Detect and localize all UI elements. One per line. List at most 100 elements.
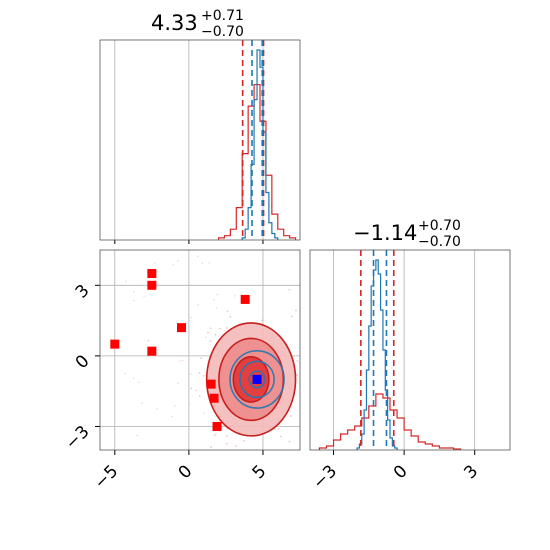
sample-point [234, 295, 236, 297]
sample-point [136, 434, 138, 437]
title-param-0-lower: −0.70 [201, 24, 244, 40]
marker-highlight [252, 374, 262, 384]
hist1-bg [310, 250, 510, 450]
sample-point [196, 255, 199, 257]
sample-point [181, 359, 184, 362]
scatter-frame [99, 249, 301, 451]
sample-point [198, 372, 201, 374]
sample-point [190, 316, 192, 319]
title-param-1-median: −1.14 [353, 221, 417, 245]
hist1-x-tick-label-0: −3 [309, 461, 341, 493]
sample-point [225, 327, 228, 329]
sample-point [209, 327, 212, 330]
histogram-panel-param-0 [99, 39, 301, 244]
scatter-y-tick-label-2: 3 [72, 281, 94, 303]
sample-point [209, 340, 212, 343]
sample-point [203, 375, 205, 377]
scatter-x-tick-label-1: 0 [175, 461, 197, 483]
title-param-0-upper: +0.71 [201, 8, 244, 24]
sample-point [225, 442, 228, 445]
sample-point [229, 316, 232, 318]
title-param-1: −1.14 +0.70 −0.70 [353, 218, 461, 250]
sample-point [235, 445, 238, 447]
scatter-y-tick-label-0: −3 [62, 422, 94, 454]
sample-point [195, 389, 197, 392]
sample-point [296, 374, 298, 377]
sample-point [188, 402, 191, 405]
sample-point [156, 408, 158, 410]
sample-point [124, 372, 126, 375]
marker-square-4 [176, 323, 186, 333]
sample-point [214, 333, 217, 336]
contour-series-1-level-2 [248, 370, 266, 389]
sample-point [277, 427, 280, 430]
sample-point [243, 514, 245, 516]
sample-point [190, 387, 193, 390]
hist1-x-tick-label-2: 3 [460, 461, 482, 483]
scatter-x-tick-label-0: −5 [90, 461, 122, 493]
sample-point [154, 262, 156, 264]
scatter-y-tick-label-1: 0 [72, 351, 94, 373]
sample-point [177, 259, 179, 262]
hist1-series-0 [318, 393, 462, 450]
sample-point [141, 402, 143, 404]
sample-point [177, 382, 179, 385]
sample-point [288, 440, 291, 443]
sample-point [242, 461, 244, 463]
sample-point [200, 357, 203, 360]
sample-point [223, 330, 226, 332]
sample-point [215, 307, 218, 309]
title-param-1-upper: +0.70 [418, 218, 461, 234]
sample-point [288, 288, 291, 291]
scatter-x-tick-label-2: 5 [249, 461, 271, 483]
histogram-panel-param-1: −3 0 3 [309, 249, 511, 493]
sample-point [132, 377, 135, 380]
hist0-series-1 [241, 49, 279, 240]
sample-point [208, 262, 210, 264]
hist0-bg [100, 40, 300, 240]
marker-square-3 [147, 346, 157, 356]
sample-point [290, 315, 293, 318]
sample-point [215, 432, 217, 435]
scatter-contour-panel: −5 0 5 −3 0 3 [62, 249, 301, 516]
hist0-frame [99, 39, 301, 241]
sample-point [198, 394, 201, 397]
contour-series-0-level-2 [232, 356, 270, 403]
marker-square-8 [240, 294, 250, 304]
sample-point [210, 446, 213, 449]
sample-point [296, 360, 299, 363]
sample-point [171, 415, 173, 418]
scatter-inner [110, 255, 300, 516]
sample-point [197, 304, 200, 306]
sample-point [143, 295, 145, 298]
sample-point [174, 405, 176, 407]
sample-point [279, 435, 282, 438]
hist1-series-1 [356, 259, 398, 450]
marker-square-7 [212, 421, 222, 431]
hist1-frame [309, 249, 511, 451]
marker-square-6 [209, 393, 219, 403]
title-param-1-lower: −0.70 [418, 234, 461, 250]
sample-point [212, 298, 215, 301]
sample-point [226, 435, 228, 437]
sample-point [179, 360, 181, 362]
marker-square-5 [206, 379, 216, 389]
sample-point [172, 264, 174, 266]
sample-point [125, 280, 128, 283]
marker-square-0 [110, 339, 120, 349]
sample-point [207, 331, 209, 334]
title-param-0-median: 4.33 [151, 11, 198, 35]
sample-point [203, 412, 205, 414]
sample-point [204, 336, 207, 339]
sample-point [261, 319, 263, 322]
sample-point [295, 309, 297, 312]
sample-point [289, 415, 292, 418]
marker-square-2 [147, 280, 157, 290]
contour-series-1-level-0 [229, 350, 285, 409]
sample-point [213, 434, 216, 437]
sample-point [147, 339, 150, 342]
sample-point [133, 299, 135, 302]
contour-series-1-level-1 [239, 360, 275, 399]
sample-point [226, 310, 229, 313]
